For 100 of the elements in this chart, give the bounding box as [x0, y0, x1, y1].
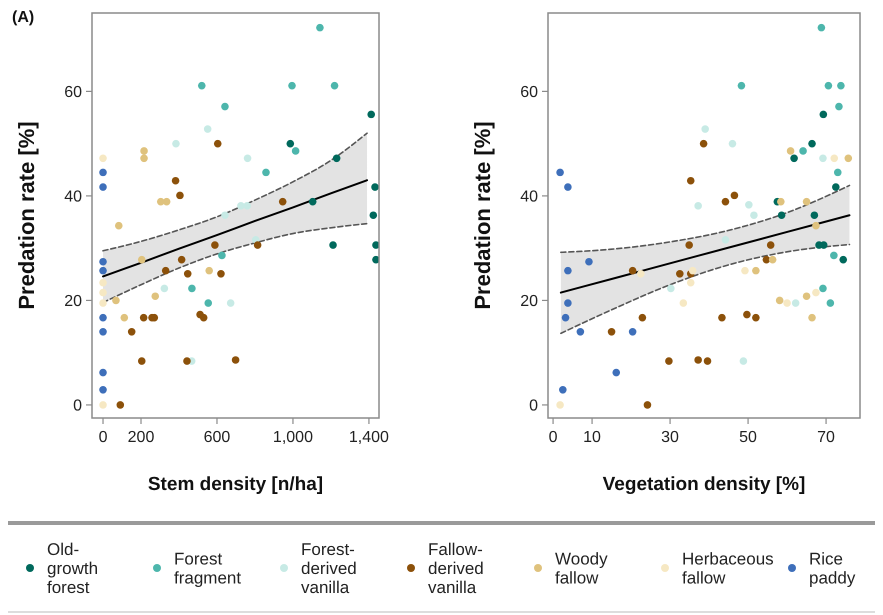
point	[278, 198, 286, 206]
x-tick-label: 1,400	[348, 429, 390, 446]
x-tick-label: 70	[817, 429, 836, 446]
point	[812, 222, 820, 230]
point	[685, 241, 693, 249]
x-tick-label: 200	[128, 429, 154, 446]
point	[701, 125, 709, 133]
point	[743, 310, 751, 318]
point	[830, 154, 838, 162]
point	[99, 328, 107, 336]
point	[750, 211, 758, 220]
y-tick-label: 60	[64, 84, 82, 101]
point	[820, 110, 828, 118]
point	[722, 236, 730, 244]
point	[768, 256, 776, 264]
point	[112, 296, 120, 304]
y-tick-label: 0	[529, 398, 538, 415]
point	[204, 299, 212, 307]
point	[204, 125, 212, 133]
point	[832, 183, 840, 191]
point	[99, 154, 107, 162]
point	[556, 401, 564, 409]
y-tick-label: 40	[520, 188, 538, 206]
point	[172, 140, 180, 148]
point	[766, 241, 774, 249]
line-series	[102, 179, 368, 278]
point	[665, 357, 673, 365]
point	[372, 256, 379, 264]
point	[752, 266, 760, 274]
point	[114, 222, 123, 230]
point	[99, 278, 107, 286]
point	[329, 241, 337, 249]
point	[262, 168, 270, 176]
x-tick-label: 600	[204, 429, 230, 446]
x-tick-label: 0	[98, 429, 108, 446]
x-tick-label: 0	[548, 429, 558, 446]
y-tick-label: 40	[64, 188, 82, 206]
point	[99, 386, 107, 394]
point	[745, 200, 753, 209]
y-axis-title: Predation rate [%]	[14, 121, 39, 310]
point	[372, 241, 379, 249]
point	[556, 168, 564, 176]
legend-label: Woody fallow	[555, 549, 608, 588]
point	[286, 140, 294, 148]
point	[562, 314, 570, 322]
point	[837, 82, 845, 90]
point	[686, 278, 695, 286]
point	[808, 314, 816, 322]
line-series	[560, 184, 850, 254]
point	[741, 266, 749, 274]
point	[752, 314, 760, 322]
x-tick-label: 50	[739, 429, 758, 446]
point	[99, 183, 107, 191]
point	[637, 270, 645, 278]
point	[218, 252, 226, 260]
point	[564, 183, 572, 191]
point	[812, 288, 820, 296]
point	[802, 198, 810, 206]
point	[138, 256, 146, 264]
point	[371, 183, 379, 191]
legend-label: Herbaceous fallow	[682, 549, 774, 588]
point	[819, 154, 827, 162]
point	[200, 314, 208, 322]
point	[140, 314, 148, 322]
point	[316, 24, 324, 32]
point	[783, 299, 791, 307]
point	[792, 299, 800, 307]
y-tick-label: 20	[64, 293, 82, 310]
point	[232, 356, 240, 364]
x-tick-label: 30	[661, 429, 680, 446]
legend-label: Fallow-derived vanilla	[428, 540, 484, 597]
legend-label: Rice paddy	[809, 549, 856, 588]
point	[830, 252, 838, 260]
point	[151, 292, 160, 300]
point	[176, 192, 184, 200]
point	[308, 198, 317, 206]
point	[99, 258, 107, 266]
point	[205, 266, 213, 274]
point	[730, 192, 738, 200]
point	[688, 266, 696, 274]
point	[738, 82, 746, 90]
point	[162, 266, 170, 274]
point	[128, 328, 136, 336]
text: (A)	[12, 9, 34, 26]
point	[667, 284, 675, 292]
point	[330, 82, 338, 90]
legend-label: Old-growth forest	[47, 540, 98, 597]
point	[140, 147, 148, 155]
point	[776, 296, 784, 304]
point	[686, 176, 695, 185]
point	[211, 241, 219, 249]
point	[694, 202, 702, 210]
point	[116, 401, 124, 409]
point	[718, 314, 726, 322]
point	[722, 198, 730, 206]
point	[628, 328, 636, 336]
point	[188, 284, 196, 292]
point	[243, 202, 251, 210]
point	[835, 102, 843, 110]
point	[564, 299, 572, 307]
